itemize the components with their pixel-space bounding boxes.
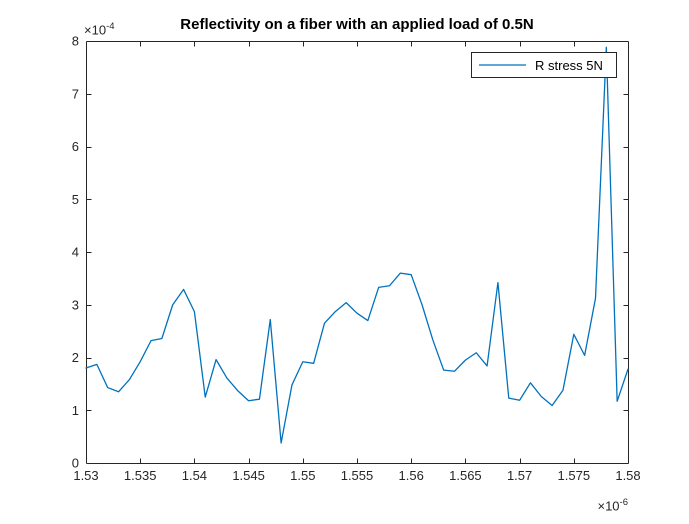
x-tick-label: 1.53 xyxy=(73,468,98,483)
x-tick-label: 1.545 xyxy=(232,468,265,483)
data-line xyxy=(85,46,629,444)
y-tick-label: 5 xyxy=(72,192,79,207)
x-tick-label: 1.55 xyxy=(290,468,315,483)
legend-label: R stress 5N xyxy=(535,57,603,73)
y-tick-label: 4 xyxy=(72,245,79,260)
y-axis-exponent-label: ×10-4 xyxy=(84,21,115,38)
y-tick-label: 8 xyxy=(72,34,79,49)
y-tick-label: 0 xyxy=(72,456,79,471)
x-tick-label: 1.54 xyxy=(182,468,207,483)
y-tick-label: 2 xyxy=(72,350,79,365)
legend-line-sample xyxy=(479,64,526,66)
x-tick-label: 1.56 xyxy=(399,468,424,483)
x-tick-label: 1.535 xyxy=(124,468,157,483)
x-tick-label: 1.57 xyxy=(507,468,532,483)
y-tick-label: 6 xyxy=(72,139,79,154)
x-tick-label: 1.575 xyxy=(558,468,591,483)
y-tick-label: 3 xyxy=(72,297,79,312)
x-tick-label: 1.555 xyxy=(341,468,374,483)
legend[interactable]: R stress 5N xyxy=(471,52,617,78)
x-tick-label: 1.565 xyxy=(449,468,482,483)
y-tick-label: 7 xyxy=(72,86,79,101)
x-axis-exponent-label: ×10-6 xyxy=(597,497,628,514)
x-tick-label: 1.58 xyxy=(615,468,640,483)
y-tick-label: 1 xyxy=(72,403,79,418)
chart-title: Reflectivity on a fiber with an applied … xyxy=(180,16,534,33)
